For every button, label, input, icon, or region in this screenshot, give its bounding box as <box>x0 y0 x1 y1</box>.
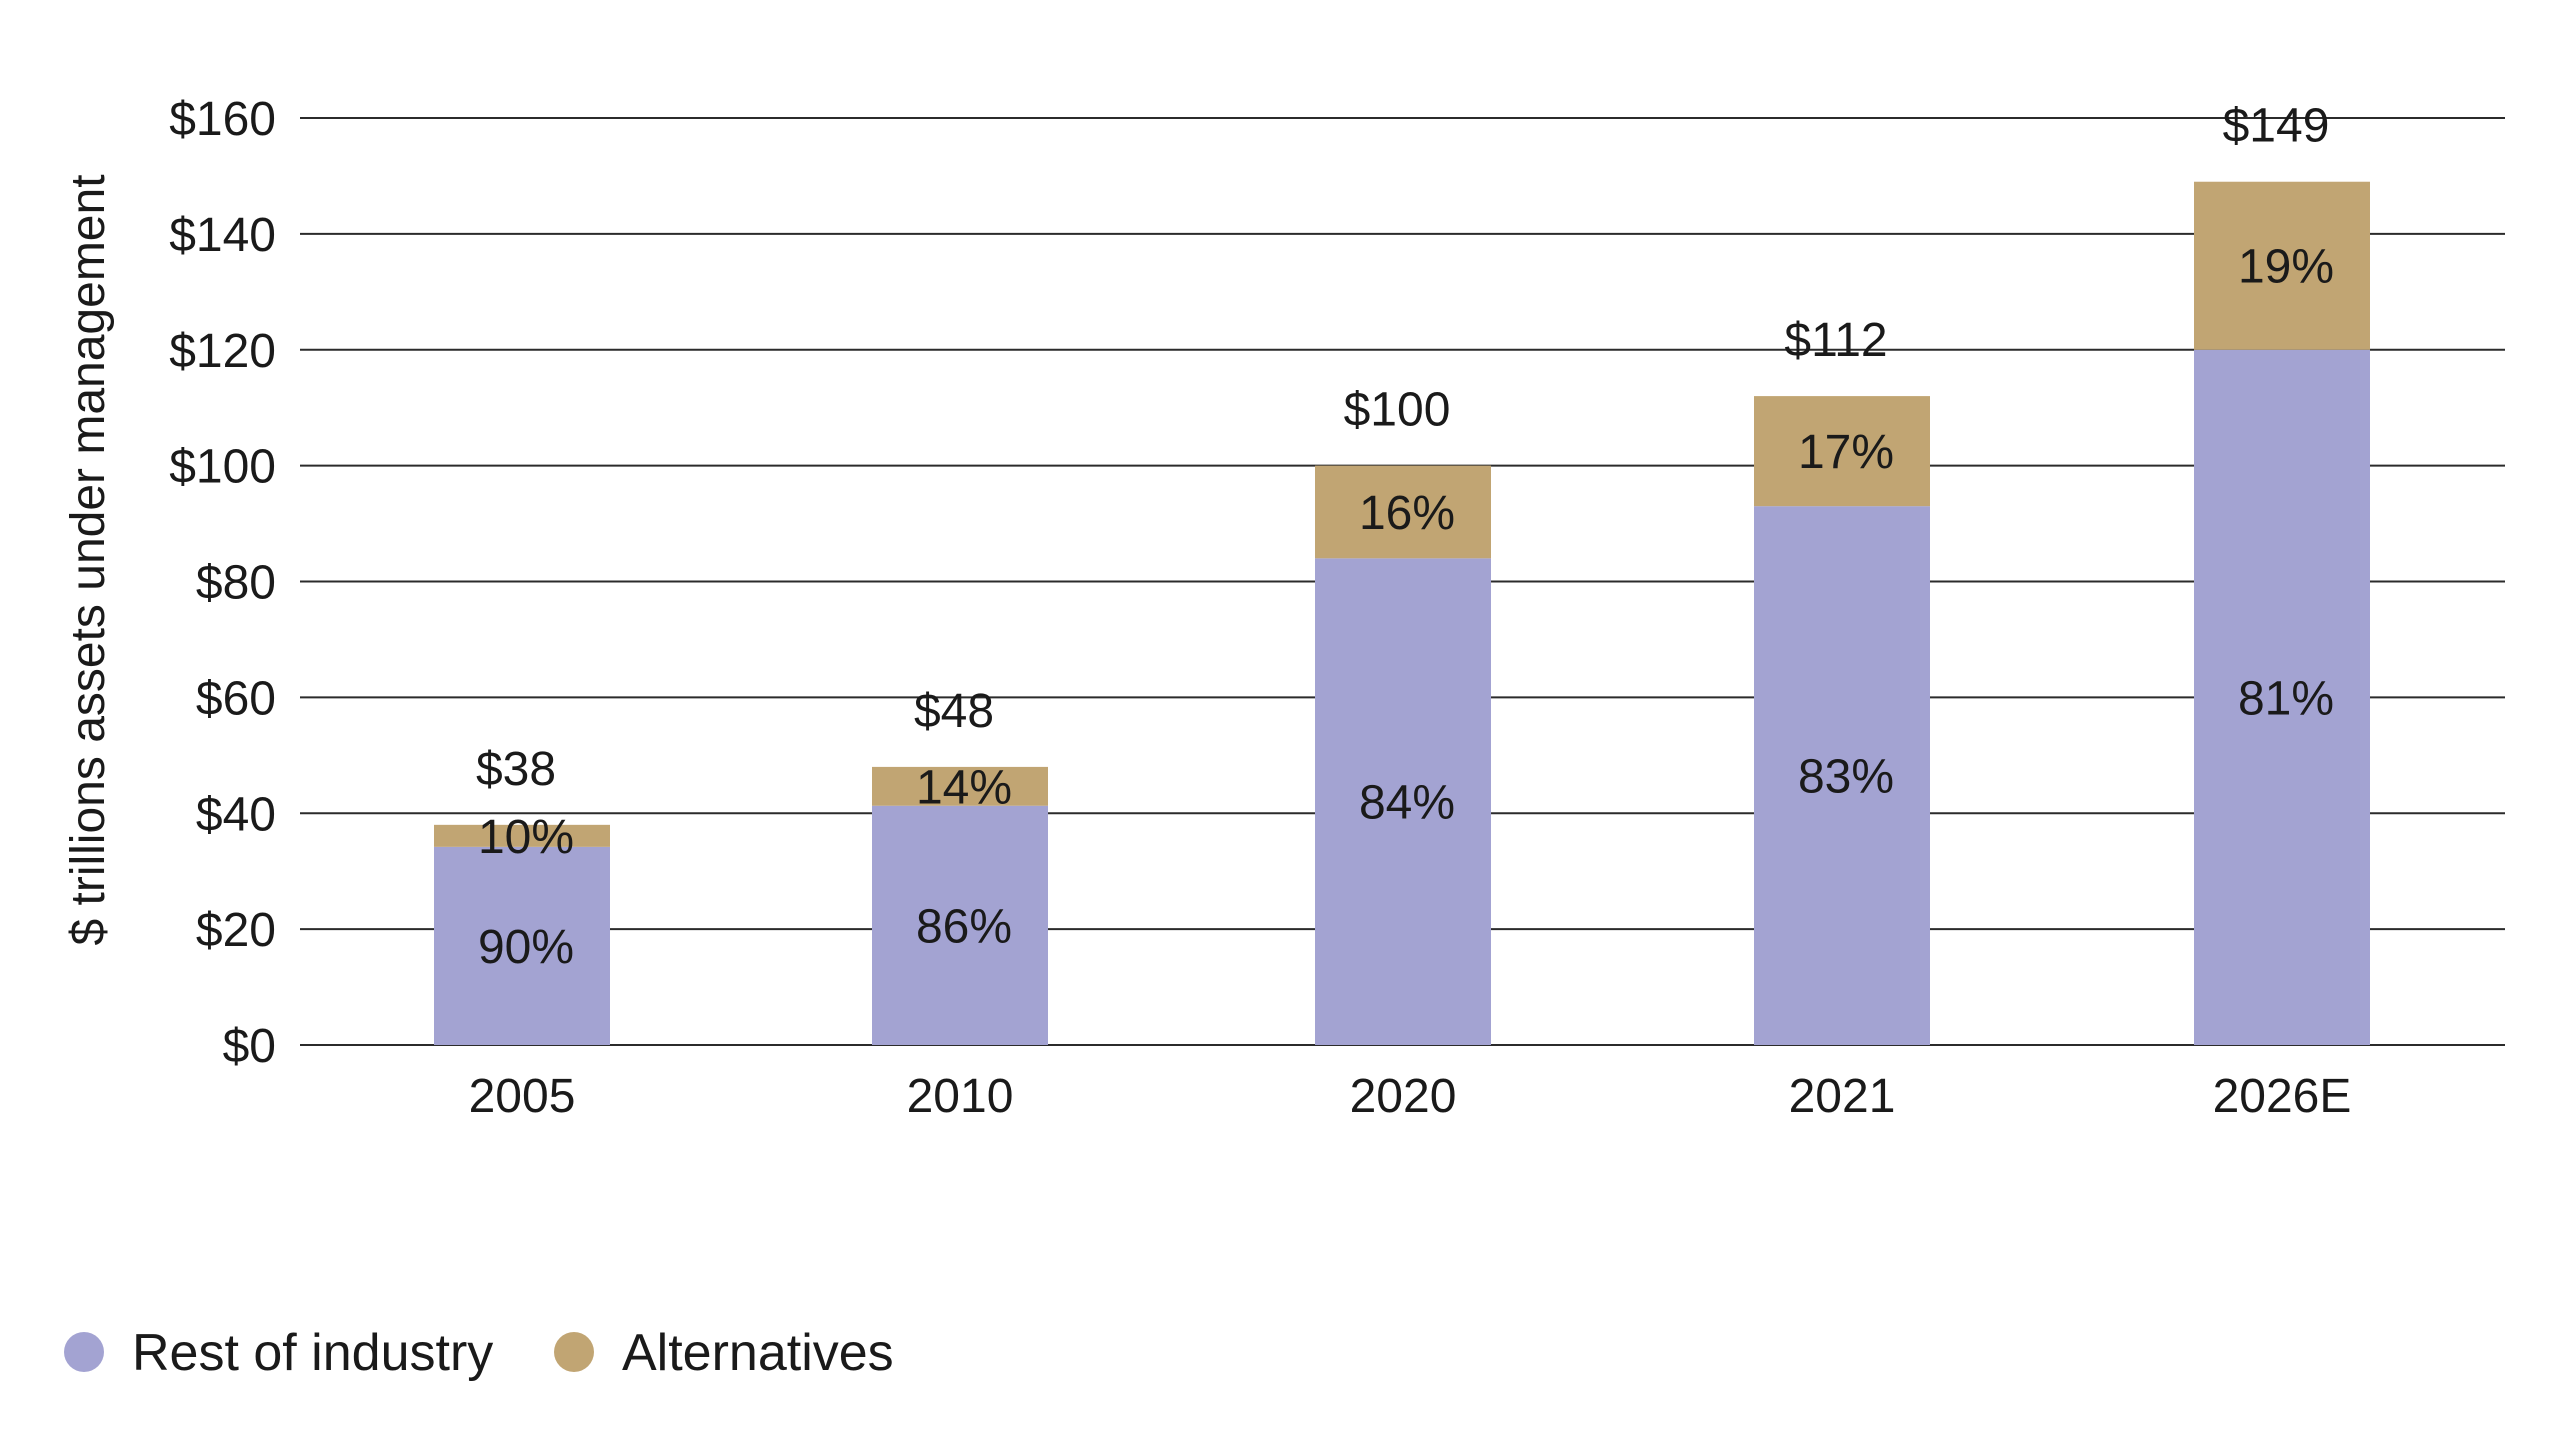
bar-total-label: $112 <box>1784 314 1887 367</box>
bar-segment-alternatives <box>1315 465 1491 559</box>
y-tick-label: $40 <box>196 788 276 841</box>
bar-segment-rest-of-industry <box>434 846 610 1045</box>
segment-percent-label: 86% <box>916 900 1012 953</box>
bar-segment-rest-of-industry <box>1315 558 1491 1045</box>
segment-percent-label: 83% <box>1798 751 1894 804</box>
segment-percent-label: 90% <box>478 921 574 974</box>
legend-swatch-rest-of-industry <box>64 1332 104 1372</box>
x-tick-label: 2026E <box>2213 1070 2352 1123</box>
axes: $0 $20 $40 $60 $80 $100 $120 $140 $160 2005 2010 20… <box>169 93 2351 1123</box>
segment-percent-label: 14% <box>916 761 1012 814</box>
x-tick-label: 2010 <box>907 1070 1014 1123</box>
bar-total-label: $48 <box>914 685 994 738</box>
segment-percent-label: 10% <box>478 811 574 864</box>
y-tick-label: $0 <box>223 1020 276 1073</box>
segment-percent-label: 84% <box>1359 777 1455 830</box>
y-tick-label: $140 <box>169 209 276 262</box>
bar-segment-alternatives <box>434 824 610 847</box>
y-axis-title: $ trillions assets under management <box>62 174 115 945</box>
legend-label: Alternatives <box>622 1324 894 1382</box>
segment-percent-label: 17% <box>1798 426 1894 479</box>
bar-segment-rest-of-industry <box>872 805 1048 1045</box>
bar-total-label: $100 <box>1344 384 1451 437</box>
bar-segment-alternatives <box>1754 396 1930 507</box>
bar-segment-rest-of-industry <box>1754 506 1930 1045</box>
x-tick-label: 2005 <box>469 1070 576 1123</box>
legend: Rest of industry Alternatives <box>64 1324 894 1382</box>
y-tick-label: $80 <box>196 557 276 610</box>
bars <box>434 181 2370 1045</box>
x-tick-label: 2020 <box>1350 1070 1457 1123</box>
y-tick-label: $120 <box>169 325 276 378</box>
y-tick-label: $160 <box>169 93 276 146</box>
legend-swatch-alternatives <box>554 1332 594 1372</box>
y-tick-label: $20 <box>196 904 276 957</box>
segment-percent-label: 81% <box>2238 672 2334 725</box>
y-tick-label: $60 <box>196 672 276 725</box>
y-tick-label: $100 <box>169 441 276 494</box>
bar-segment-alternatives <box>872 766 1048 806</box>
legend-label: Rest of industry <box>132 1324 493 1382</box>
x-tick-label: 2021 <box>1789 1070 1896 1123</box>
segment-percent-label: 16% <box>1359 487 1455 540</box>
data-labels: 90% 10% $38 86% 14% $48 84% 16% $100 83% 17% $112 81… <box>476 100 2334 974</box>
bar-total-label: $38 <box>476 743 556 796</box>
bar-segment-rest-of-industry <box>2194 349 2370 1045</box>
bar-segment-alternatives <box>2194 181 2370 350</box>
segment-percent-label: 19% <box>2238 241 2334 294</box>
bar-total-label: $149 <box>2223 100 2330 153</box>
